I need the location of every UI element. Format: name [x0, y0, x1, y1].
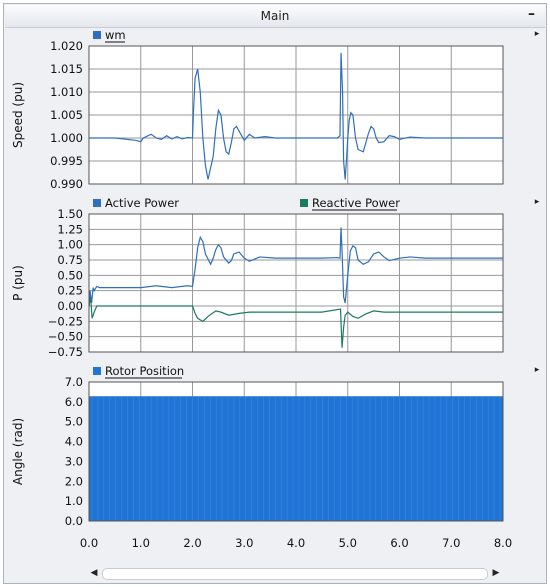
legend-swatch: [93, 367, 101, 375]
y-tick-label: 6.0: [65, 395, 83, 409]
legend-swatch: [93, 31, 101, 39]
y-tick-label: 1.0: [65, 494, 83, 508]
x-tick-label: 7.0: [442, 536, 460, 550]
title-bar: Main –: [5, 5, 545, 28]
series-line-active-power: [88, 227, 503, 307]
scroll-right-icon[interactable]: ▶: [492, 568, 500, 578]
legend-swatch: [300, 199, 308, 207]
y-tick-label: 0.50: [57, 268, 83, 282]
panel-expand-icon[interactable]: ▸: [535, 365, 540, 375]
y-tick-label: 0.25: [57, 284, 83, 298]
y-tick-label: 1.005: [50, 108, 83, 122]
plot-border: [88, 213, 504, 353]
y-tick-label: 0.990: [50, 177, 83, 191]
y-tick-label: 1.50: [57, 207, 83, 221]
y-tick-label: 1.010: [50, 85, 83, 99]
legend-label: Reactive Power: [312, 196, 400, 210]
y-tick-label: 1.015: [50, 62, 83, 76]
legend-label: wm: [105, 28, 126, 42]
series-line-wm: [89, 52, 503, 180]
series-line-reactive-power: [88, 296, 503, 348]
y-tick-label: 1.020: [50, 39, 83, 53]
y-tick-label: −0.50: [48, 330, 83, 344]
minimize-icon[interactable]: –: [528, 6, 535, 22]
y-tick-label: 0.0: [65, 514, 83, 528]
y-axis-label: P (pu): [11, 265, 25, 301]
y-tick-label: 1.000: [50, 131, 83, 145]
plot-border: [88, 45, 504, 185]
x-tick-label: 0.0: [80, 536, 98, 550]
y-axis-label: Speed (pu): [11, 82, 25, 148]
y-axis-label: Angle (rad): [11, 418, 25, 485]
y-tick-label: 0.75: [57, 253, 83, 267]
y-tick-label: 0.00: [57, 299, 83, 313]
scroll-thumb[interactable]: [102, 568, 488, 580]
horizontal-scrollbar[interactable]: ◀ ▶: [88, 566, 502, 580]
y-tick-label: 1.00: [57, 238, 83, 252]
y-tick-label: 5.0: [65, 415, 83, 429]
legend-label: Rotor Position: [105, 364, 184, 378]
panel-expand-icon[interactable]: ▸: [535, 197, 540, 207]
x-tick-label: 6.0: [390, 536, 408, 550]
scroll-left-icon[interactable]: ◀: [90, 568, 98, 578]
y-tick-label: 0.995: [50, 154, 83, 168]
x-tick-label: 5.0: [339, 536, 357, 550]
y-tick-label: 3.0: [65, 454, 83, 468]
legend-swatch: [93, 199, 101, 207]
y-tick-label: 1.25: [57, 222, 83, 236]
plot-border: [88, 381, 504, 522]
x-tick-label: 4.0: [287, 536, 305, 550]
x-tick-label: 1.0: [132, 536, 150, 550]
y-tick-label: −0.25: [48, 314, 83, 328]
x-tick-label: 3.0: [235, 536, 253, 550]
window-title: Main: [260, 9, 290, 23]
panel-expand-icon[interactable]: ▸: [535, 29, 540, 39]
y-tick-label: 7.0: [65, 375, 83, 389]
y-tick-label: 4.0: [65, 435, 83, 449]
legend-label: Active Power: [105, 196, 179, 210]
x-tick-label: 8.0: [494, 536, 512, 550]
x-tick-label: 2.0: [183, 536, 201, 550]
y-tick-label: 2.0: [65, 474, 83, 488]
y-tick-label: −0.75: [48, 345, 83, 359]
